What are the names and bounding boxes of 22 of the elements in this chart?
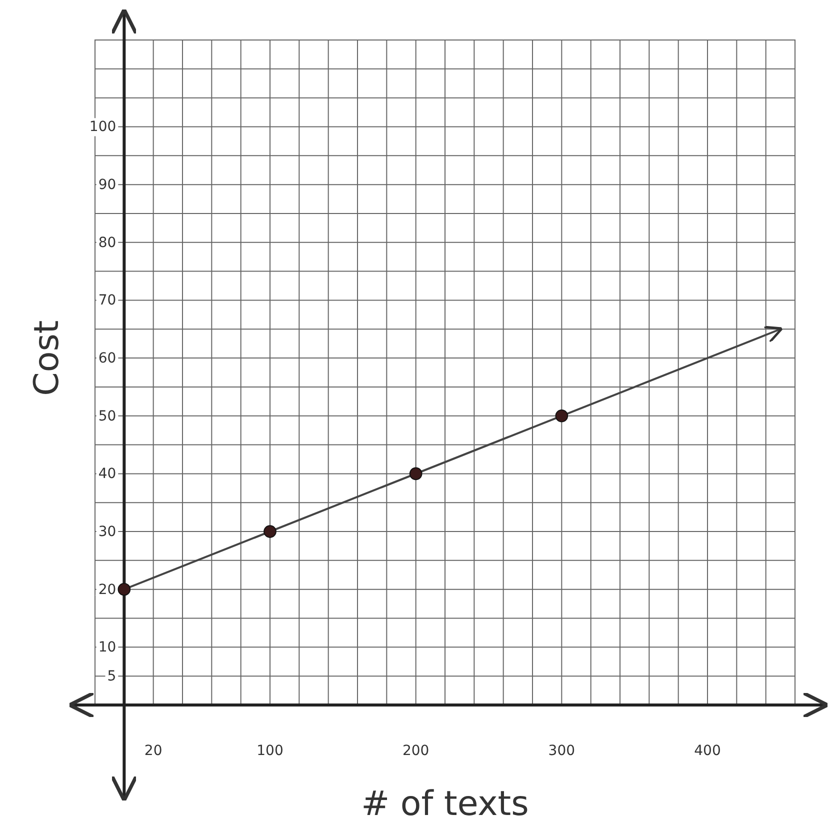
y-tick-label: 100: [89, 119, 116, 136]
y-tick-label: 70: [98, 292, 116, 309]
point: [118, 582, 131, 596]
x-axis-title: # of texts: [361, 784, 529, 824]
y-tick-label: 90: [98, 177, 116, 194]
y-tick-label: 40: [98, 466, 116, 482]
y-tick-label: 20: [98, 582, 116, 598]
x-tick-label: 100: [256, 742, 284, 759]
x-tick-label: 300: [548, 742, 576, 759]
y-tick-label: 10: [98, 640, 116, 656]
point: [264, 525, 276, 538]
point: [409, 467, 422, 480]
y-tick-label: 5: [107, 668, 116, 685]
y-tick-label: 60: [98, 350, 116, 367]
x-tick-label: 400: [694, 742, 721, 759]
y-axis-title: Cost: [27, 320, 67, 396]
y-tick-label: 50: [98, 408, 116, 424]
y-tick-label: 30: [98, 524, 116, 540]
x-tick-label: 20: [144, 742, 162, 759]
point: [555, 409, 568, 422]
x-tick-label: 200: [402, 742, 430, 759]
y-tick-label: 80: [98, 234, 116, 251]
